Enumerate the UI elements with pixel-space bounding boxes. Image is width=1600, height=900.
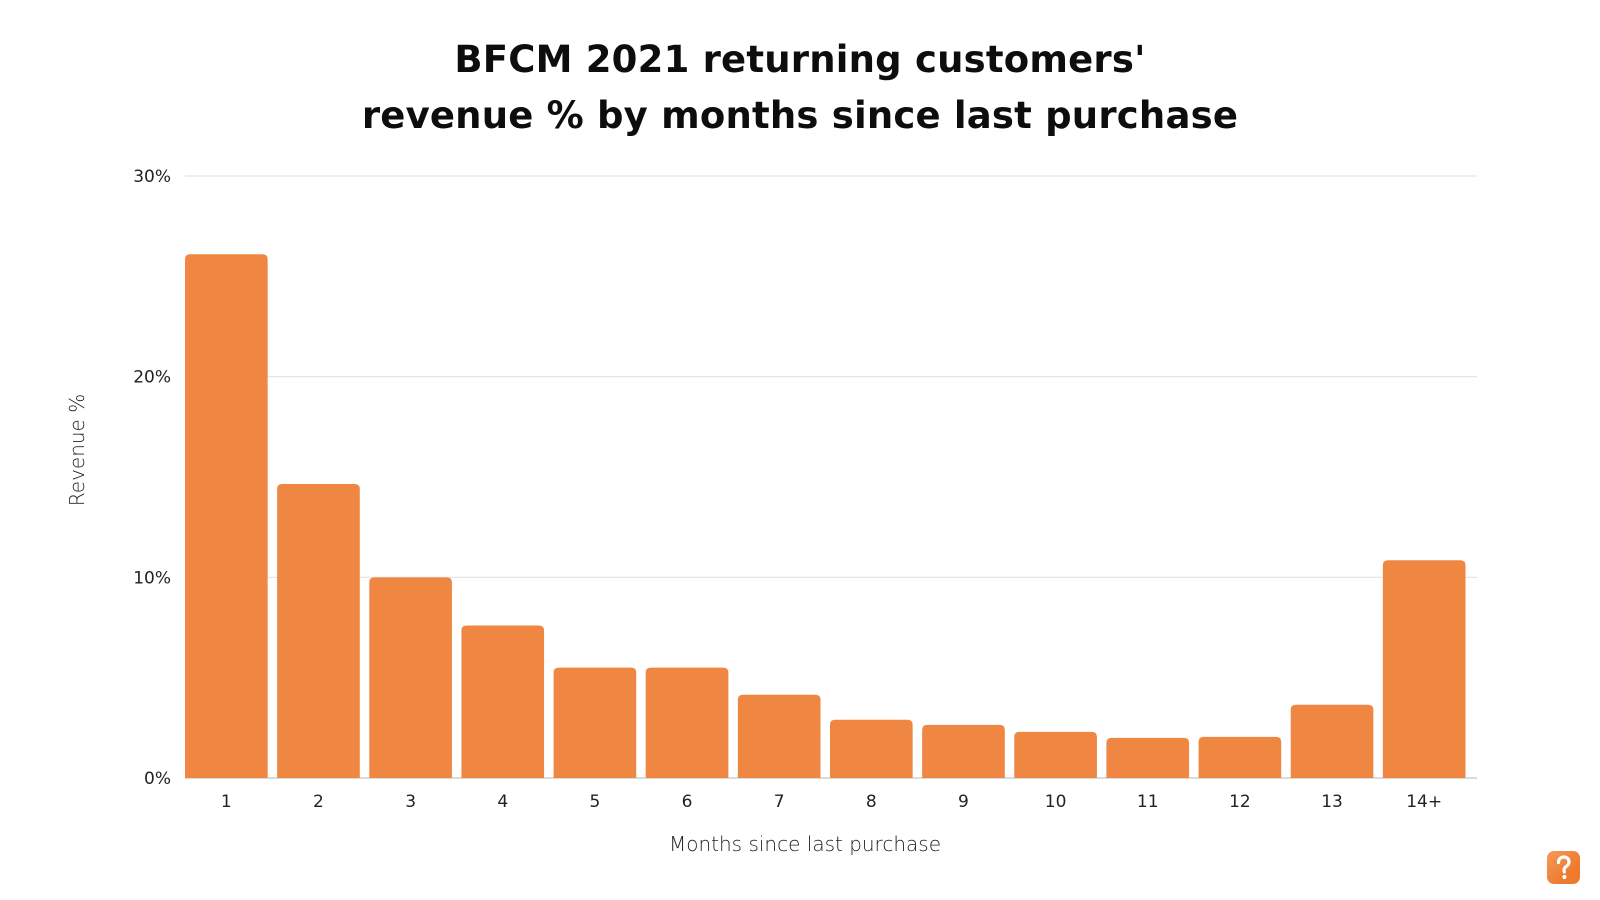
x-tick-label: 14+	[1406, 792, 1442, 812]
x-tick-label: 9	[958, 792, 969, 812]
bar-8	[830, 719, 913, 778]
y-axis-title: Revenue %	[65, 394, 89, 506]
bar-5	[553, 667, 637, 778]
y-axis-ticks: 0% 10% 20% 30%	[133, 167, 171, 789]
bar-9	[922, 724, 1005, 778]
bar-10	[1014, 731, 1097, 778]
y-tick-label: 0%	[144, 769, 171, 789]
chart-title-line-2: revenue % by months since last purchase	[361, 94, 1239, 137]
brand-logo-icon	[1547, 851, 1580, 884]
x-tick-label: 11	[1137, 792, 1159, 812]
bar-12	[1198, 736, 1282, 778]
chart-title-line-1: BFCM 2021 returning customers'	[454, 38, 1146, 81]
bar-6	[645, 667, 729, 778]
x-tick-label: 5	[589, 792, 600, 812]
x-axis-ticks: 1 2 3 4 5 6 7 8 9 10 11 12 13 14+	[221, 792, 1442, 812]
y-tick-label: 10%	[133, 568, 171, 588]
y-tick-label: 30%	[133, 167, 171, 187]
bar-7	[737, 694, 821, 778]
bar-11	[1106, 737, 1190, 778]
y-tick-label: 20%	[133, 368, 171, 388]
x-tick-label: 8	[866, 792, 877, 812]
x-tick-label: 4	[497, 792, 508, 812]
x-tick-label: 1	[221, 792, 232, 812]
bar-2	[277, 484, 360, 778]
x-tick-label: 7	[774, 792, 785, 812]
bars	[185, 254, 1466, 778]
x-tick-label: 6	[682, 792, 693, 812]
x-tick-label: 13	[1321, 792, 1343, 812]
bar-14+	[1382, 560, 1466, 778]
x-tick-label: 12	[1229, 792, 1251, 812]
x-axis-title: Months since last purchase	[669, 832, 941, 856]
bar-1	[185, 254, 268, 778]
x-tick-label: 2	[313, 792, 324, 812]
x-tick-label: 3	[405, 792, 416, 812]
bar-13	[1290, 704, 1374, 778]
x-tick-label: 10	[1045, 792, 1067, 812]
bar-3	[369, 577, 452, 778]
bar-4	[461, 625, 545, 778]
